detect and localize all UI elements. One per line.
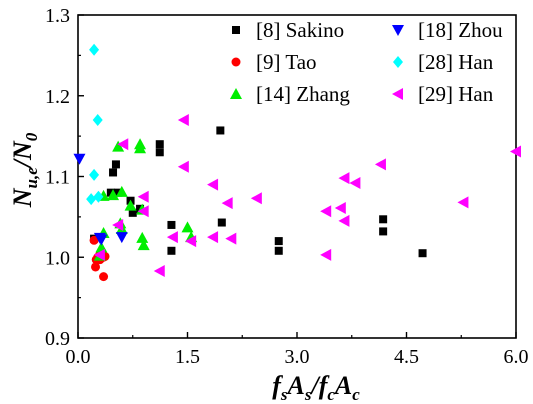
data-point (185, 235, 197, 248)
legend-marker (232, 26, 240, 34)
data-point (153, 264, 165, 277)
legend-marker (392, 25, 404, 36)
data-point (338, 214, 350, 227)
series-4 (73, 153, 128, 246)
legend-label: [14] Zhang (256, 82, 350, 106)
data-point (73, 153, 86, 165)
data-point (349, 176, 361, 189)
x-tick-label: 3.0 (285, 346, 310, 368)
data-point (374, 158, 386, 171)
data-point (137, 205, 149, 218)
data-point (379, 227, 388, 236)
data-point (93, 190, 104, 203)
y-tick-label: 1.3 (45, 5, 70, 27)
x-tick-label: 1.5 (175, 346, 200, 368)
data-point (106, 188, 115, 197)
data-point (181, 221, 194, 233)
data-point (137, 239, 150, 251)
legend: [8] Sakino [9] Tao [14] Zhang [18] Zhou [28]… (230, 18, 503, 106)
series-3 (93, 138, 198, 261)
data-point (166, 231, 178, 244)
legend-label: [8] Sakino (256, 18, 344, 42)
data-point (89, 43, 100, 56)
x-axis-title: fsAs/fcAc (272, 371, 360, 404)
data-point (137, 190, 149, 203)
data-point (99, 272, 109, 282)
x-tick-label: 4.5 (394, 346, 419, 368)
data-point (95, 234, 108, 246)
legend-entry: [14] Zhang (230, 82, 350, 106)
data-point (91, 262, 101, 272)
legend-marker (230, 88, 242, 99)
data-point (216, 126, 225, 135)
data-point (124, 199, 137, 211)
data-point (112, 140, 125, 152)
data-point (177, 160, 189, 173)
y-tick-label: 1.1 (45, 167, 70, 189)
data-point (167, 220, 176, 229)
data-point (457, 196, 469, 209)
y-tick-label: 0.9 (45, 328, 70, 350)
legend-entry: [8] Sakino (232, 18, 344, 42)
data-point (93, 248, 105, 261)
legend-label: [28] Han (418, 50, 494, 74)
y-tick-label: 1.0 (45, 247, 70, 269)
data-point (134, 142, 147, 154)
data-point (89, 235, 99, 245)
data-point (250, 192, 262, 205)
data-point (89, 168, 100, 181)
axes: 0.0 1.5 3.0 4.5 6.0 0.9 1.0 1.1 1.2 1.3 (45, 5, 529, 368)
data-point (320, 205, 332, 218)
data-point (92, 113, 103, 126)
data-point (217, 218, 226, 227)
data-point (109, 168, 118, 177)
data-point (86, 193, 97, 206)
legend-marker (392, 88, 403, 100)
data-point (379, 215, 388, 224)
data-point (136, 231, 149, 243)
data-point (177, 113, 189, 126)
legend-label: [18] Zhou (418, 18, 503, 42)
data-point (115, 232, 128, 244)
data-point (221, 197, 233, 210)
data-point (225, 232, 237, 245)
data-point (274, 237, 283, 246)
y-axis-title: Nu,e/N0 (8, 132, 41, 208)
data-point (207, 178, 219, 191)
data-point (510, 145, 521, 158)
data-point (418, 249, 427, 258)
legend-entry: [28] Han (393, 50, 494, 74)
legend-entry: [29] Han (392, 82, 494, 106)
legend-label: [29] Han (418, 82, 494, 106)
x-tick-label: 0.0 (66, 346, 91, 368)
legend-marker (393, 56, 403, 68)
x-tick-label: 6.0 (504, 346, 529, 368)
data-point (155, 140, 164, 149)
data-point (115, 185, 128, 197)
data-point (112, 218, 124, 231)
legend-marker (231, 57, 241, 67)
data-point (274, 246, 283, 255)
data-point (107, 189, 120, 201)
data-point (334, 201, 346, 214)
data-point (111, 160, 120, 169)
data-point (155, 148, 164, 157)
legend-label: [9] Tao (256, 50, 317, 74)
data-point (207, 231, 219, 244)
data-point (338, 172, 350, 185)
data-point (128, 208, 137, 217)
y-tick-label: 1.2 (45, 86, 70, 108)
data-point (167, 246, 176, 255)
series-5 (86, 43, 104, 206)
series-6 (93, 113, 521, 277)
data-point (117, 138, 129, 151)
data-point (320, 248, 332, 261)
data-points (73, 43, 521, 282)
legend-entry: [18] Zhou (392, 18, 503, 42)
legend-entry: [9] Tao (231, 50, 317, 74)
